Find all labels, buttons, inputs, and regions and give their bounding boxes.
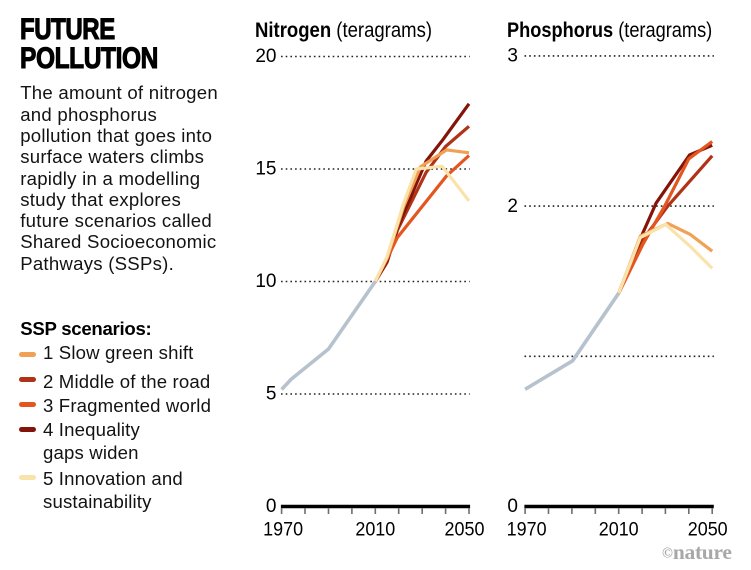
svg-text:0: 0: [507, 496, 518, 517]
svg-text:2050: 2050: [688, 518, 728, 540]
svg-text:10: 10: [255, 271, 276, 292]
svg-text:1970: 1970: [263, 518, 303, 540]
svg-text:2010: 2010: [355, 518, 395, 540]
svg-text:Phosphorus (teragrams): Phosphorus (teragrams): [507, 19, 712, 43]
svg-text:2010: 2010: [599, 518, 639, 540]
svg-text:15: 15: [255, 159, 276, 180]
svg-text:2050: 2050: [445, 518, 485, 540]
svg-text:5: 5: [266, 384, 277, 405]
svg-text:Nitrogen (teragrams): Nitrogen (teragrams): [255, 19, 432, 42]
svg-text:2: 2: [507, 196, 518, 217]
svg-text:0: 0: [266, 496, 277, 517]
svg-text:20: 20: [255, 46, 276, 67]
svg-text:3: 3: [507, 46, 518, 67]
svg-text:1970: 1970: [507, 518, 547, 540]
